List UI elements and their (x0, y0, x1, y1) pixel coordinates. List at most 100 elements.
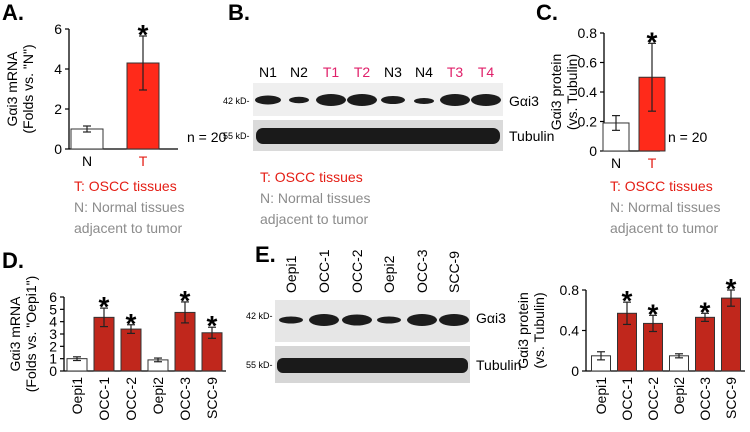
blot-e-tubulin-bands (277, 358, 468, 373)
sample-size-label: n = 20 (187, 129, 227, 145)
protein-e-gai3: Gαi3 (476, 310, 506, 326)
caption-c-normal-2: adjacent to tumor (610, 220, 719, 236)
marker-b-55kd: 55 kD- (223, 131, 250, 141)
caption-b-normal-1: N: Normal tissues (260, 190, 370, 206)
significance-star: * (138, 19, 149, 50)
panel-label-b: B. (228, 0, 250, 25)
blot-b-lane-labels: N1 N2 T1 T2 N3 N4 T3 T4 (259, 64, 494, 80)
caption-c-normal-1: N: Normal tissues (610, 199, 720, 215)
lane-label-e: Oepi1 (283, 255, 299, 293)
x-tick-label: Oepi1 (69, 377, 85, 415)
y-axis-subtitle: (Folds vs. "N") (20, 44, 36, 133)
y-axis-title: Gαi3 mRNA (7, 296, 23, 372)
lane-label-b: N4 (415, 64, 433, 80)
caption-b-normal-2: adjacent to tumor (260, 211, 369, 227)
y-tick-label: 0.4 (560, 323, 580, 339)
x-tick-label: T (648, 155, 657, 171)
blot-e-gai3-bands (279, 314, 469, 326)
blot-b-gai3-bands (255, 94, 501, 106)
panel-label-a: A. (2, 0, 24, 25)
lane-label-b: N1 (259, 64, 277, 80)
y-axis-title: Gαi3 protein (548, 54, 564, 131)
y-tick-label: 4 (54, 61, 62, 77)
marker-e-42kd: 42 kD- (246, 311, 273, 321)
x-tick-label: SCC-9 (723, 377, 739, 419)
lane-label-b: T2 (354, 64, 371, 80)
y-tick-label: 0.8 (560, 282, 580, 298)
bar-scc-9 (721, 297, 741, 372)
caption-a-normal-2: adjacent to tumor (74, 220, 183, 236)
caption-a-tumor: T: OSCC tissues (74, 178, 177, 194)
significance-star: * (648, 298, 659, 329)
protein-b-gai3: Gαi3 (509, 93, 539, 109)
lane-label-b: N3 (384, 64, 402, 80)
panel-label-e: E. (255, 242, 276, 267)
x-tick-label: OCC-3 (697, 377, 713, 421)
x-tick-label: OCC-1 (96, 377, 112, 421)
y-axis-subtitle: (vs. Tubulin) (531, 292, 547, 368)
x-tick-label: Oepi2 (150, 377, 166, 415)
significance-star: * (726, 273, 737, 304)
sample-size-label: n = 20 (668, 129, 708, 145)
band-b-gai3-t3 (440, 94, 470, 106)
significance-star: * (180, 285, 191, 316)
caption-a-normal-1: N: Normal tissues (74, 199, 184, 215)
lane-label-b: N2 (290, 64, 308, 80)
significance-star: * (622, 285, 633, 316)
band-e-tubulin (277, 358, 468, 373)
y-tick-label: 0.8 (578, 25, 598, 41)
chart-c: 0 0.2 0.4 0.6 0.8 Gαi3 protein (vs. Tubulin) N *… (548, 25, 708, 171)
significance-star: * (700, 296, 711, 327)
significance-star: * (126, 308, 137, 339)
lane-label-e: OCC-3 (414, 249, 430, 293)
marker-e-55kd: 55 kD- (246, 360, 273, 370)
band-b-gai3-t1 (316, 94, 346, 106)
y-tick-label: 0 (589, 143, 597, 159)
band-e-gai3-oepi1 (279, 316, 303, 324)
y-tick-label: 0.4 (578, 84, 598, 100)
lane-label-b: T1 (323, 64, 340, 80)
y-tick-label: 0 (571, 363, 579, 379)
significance-star: * (207, 310, 218, 341)
y-axis-subtitle: (Folds vs. "Oepi1") (23, 276, 39, 393)
lane-label-e: OCC-1 (316, 249, 332, 293)
y-tick-label: 4 (49, 314, 57, 330)
band-b-gai3-t4 (471, 94, 501, 106)
y-tick-label: 6 (54, 21, 62, 37)
lane-label-e: SCC-9 (446, 251, 462, 293)
y-tick-label: 2 (49, 338, 57, 354)
band-e-gai3-oepi2 (377, 316, 401, 324)
x-tick-label: N (611, 155, 621, 171)
y-axis-title: Gαi3 mRNA (4, 51, 20, 127)
y-tick-label: 0.2 (578, 114, 598, 130)
blot-e-gai3-strip (275, 300, 470, 342)
y-tick-label: 0 (49, 363, 57, 379)
lane-label-e: Oepi2 (381, 255, 397, 293)
x-tick-label: T (139, 153, 148, 169)
y-tick-label: 6 (49, 289, 57, 305)
significance-star: * (99, 291, 110, 322)
lane-label-b: T3 (447, 64, 464, 80)
x-tick-label: N (82, 153, 92, 169)
x-tick-label: OCC-3 (177, 377, 193, 421)
band-b-gai3-t2 (347, 94, 377, 106)
x-tick-label: OCC-2 (645, 377, 661, 421)
protein-b-tubulin: Tubulin (509, 128, 554, 144)
band-e-gai3-occ3 (407, 314, 437, 326)
y-axis-subtitle: (vs. Tubulin) (564, 54, 580, 130)
band-e-gai3-occ2 (342, 314, 372, 326)
x-tick-label: Oepi2 (671, 377, 687, 415)
y-tick-label: 0 (54, 141, 62, 157)
marker-b-42kd: 42 kD- (223, 96, 250, 106)
y-tick-label: 2 (54, 101, 62, 117)
significance-star: * (647, 26, 658, 57)
blot-b-tubulin-bands (256, 128, 500, 144)
lane-label-e: OCC-2 (349, 249, 365, 293)
y-tick-label: 5 (49, 301, 57, 317)
band-b-gai3-n1 (255, 95, 281, 105)
band-b-tubulin (256, 128, 500, 144)
blot-e-lane-labels: Oepi1 OCC-1 OCC-2 Oepi2 OCC-3 SCC-9 (283, 249, 462, 293)
band-b-gai3-n2 (289, 96, 309, 104)
